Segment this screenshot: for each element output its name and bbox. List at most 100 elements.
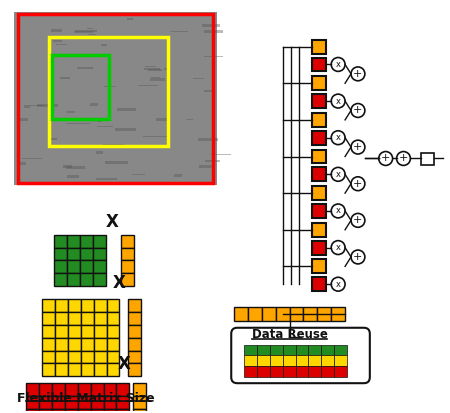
Bar xyxy=(80,261,93,273)
Bar xyxy=(148,69,162,71)
Bar xyxy=(80,273,93,286)
Bar xyxy=(174,174,182,177)
Bar xyxy=(122,235,134,247)
Bar xyxy=(97,126,113,127)
Bar xyxy=(68,312,81,325)
Bar xyxy=(321,344,334,356)
Bar xyxy=(128,325,141,338)
Text: x: x xyxy=(336,60,341,69)
Circle shape xyxy=(351,140,365,154)
Bar xyxy=(53,40,62,42)
Bar xyxy=(63,166,72,169)
Bar xyxy=(94,338,107,351)
Bar xyxy=(42,363,55,376)
Bar xyxy=(68,351,81,363)
Circle shape xyxy=(331,167,345,181)
Circle shape xyxy=(351,250,365,264)
Bar xyxy=(203,90,214,92)
Bar xyxy=(312,241,326,254)
Text: X: X xyxy=(113,274,126,292)
Bar xyxy=(257,344,270,356)
Text: x: x xyxy=(336,243,341,252)
Bar xyxy=(145,66,156,67)
Bar xyxy=(128,338,141,351)
Bar xyxy=(303,307,317,321)
Bar xyxy=(296,344,308,356)
Bar xyxy=(39,396,52,409)
Bar xyxy=(52,396,65,409)
Bar xyxy=(165,157,180,159)
Bar xyxy=(270,356,283,366)
Bar xyxy=(164,69,170,70)
Circle shape xyxy=(396,152,410,166)
Text: +: + xyxy=(353,69,363,79)
Bar xyxy=(107,299,119,312)
Bar xyxy=(312,204,326,218)
Bar xyxy=(53,145,58,147)
Bar xyxy=(27,383,39,396)
Bar xyxy=(122,261,134,273)
Text: x: x xyxy=(336,206,341,216)
Bar xyxy=(203,30,223,33)
Bar xyxy=(107,363,119,376)
Bar xyxy=(65,396,78,409)
Bar xyxy=(87,37,98,39)
Text: +: + xyxy=(381,154,390,164)
Bar xyxy=(312,150,326,164)
Bar xyxy=(18,14,213,183)
Bar xyxy=(128,312,141,325)
Bar xyxy=(312,94,326,108)
Bar xyxy=(321,366,334,377)
Bar xyxy=(117,409,129,413)
Bar xyxy=(94,351,107,363)
Bar xyxy=(104,86,117,87)
Bar xyxy=(115,128,136,131)
Bar xyxy=(68,299,81,312)
Circle shape xyxy=(351,214,365,227)
Circle shape xyxy=(351,104,365,117)
Bar xyxy=(104,383,117,396)
Bar xyxy=(156,118,169,121)
Bar xyxy=(97,119,102,122)
Text: x: x xyxy=(336,97,341,106)
Bar xyxy=(115,146,120,147)
Bar xyxy=(102,144,124,146)
Bar xyxy=(312,277,326,291)
Bar xyxy=(67,273,80,286)
Bar xyxy=(78,396,90,409)
Bar xyxy=(150,78,165,81)
Bar xyxy=(203,55,223,57)
Bar xyxy=(80,235,93,247)
Bar xyxy=(308,366,321,377)
Bar xyxy=(276,307,290,321)
Bar xyxy=(52,383,65,396)
Bar xyxy=(88,34,95,35)
Bar xyxy=(95,151,103,154)
Bar xyxy=(14,12,217,185)
Bar xyxy=(18,162,27,166)
Bar xyxy=(283,366,296,377)
Text: +: + xyxy=(353,179,363,189)
Bar xyxy=(74,31,93,33)
Bar xyxy=(30,105,44,106)
Bar xyxy=(193,78,203,79)
Circle shape xyxy=(331,94,345,108)
Bar xyxy=(42,338,55,351)
Bar xyxy=(122,247,134,261)
Bar xyxy=(117,108,136,111)
Bar xyxy=(128,299,141,312)
Bar xyxy=(133,409,146,413)
Bar xyxy=(78,383,90,396)
Bar xyxy=(104,409,117,413)
Bar xyxy=(42,351,55,363)
Bar xyxy=(151,77,160,78)
Bar xyxy=(65,409,78,413)
Bar xyxy=(55,312,68,325)
Bar xyxy=(80,247,93,261)
Bar xyxy=(128,351,141,363)
Bar xyxy=(77,67,93,69)
Bar xyxy=(60,77,70,79)
Bar xyxy=(39,383,52,396)
Text: +: + xyxy=(353,252,363,262)
Text: Flexible Matrix Size: Flexible Matrix Size xyxy=(17,392,154,405)
